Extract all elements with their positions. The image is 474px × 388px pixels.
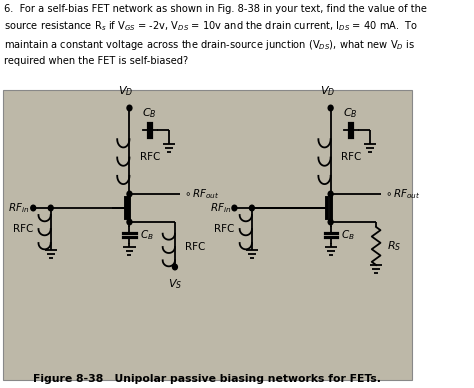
Text: $RF_{in}$: $RF_{in}$ bbox=[210, 201, 231, 215]
Circle shape bbox=[48, 205, 53, 211]
Circle shape bbox=[328, 191, 333, 197]
Text: $V_D$: $V_D$ bbox=[118, 84, 134, 98]
Text: RFC: RFC bbox=[341, 152, 362, 163]
Circle shape bbox=[31, 205, 36, 211]
Text: RFC: RFC bbox=[140, 152, 160, 163]
Text: RFC: RFC bbox=[214, 224, 235, 234]
Text: $RF_{in}$: $RF_{in}$ bbox=[9, 201, 30, 215]
Text: $V_D$: $V_D$ bbox=[319, 84, 335, 98]
Text: Figure 8-38   Unipolar passive biasing networks for FETs.: Figure 8-38 Unipolar passive biasing net… bbox=[33, 374, 381, 384]
Text: $C_B$: $C_B$ bbox=[344, 106, 358, 120]
Circle shape bbox=[328, 105, 333, 111]
Circle shape bbox=[328, 219, 333, 225]
Text: RFC: RFC bbox=[185, 242, 206, 252]
Text: $\circ\,RF_{out}$: $\circ\,RF_{out}$ bbox=[385, 187, 420, 201]
Circle shape bbox=[232, 205, 237, 211]
Text: $C_B$: $C_B$ bbox=[140, 228, 154, 242]
Circle shape bbox=[249, 205, 255, 211]
Text: $C_B$: $C_B$ bbox=[142, 106, 157, 120]
Circle shape bbox=[127, 191, 132, 197]
Text: $V_S$: $V_S$ bbox=[168, 277, 182, 291]
Text: $\circ\,RF_{out}$: $\circ\,RF_{out}$ bbox=[184, 187, 219, 201]
Circle shape bbox=[127, 219, 132, 225]
Text: 6.  For a self-bias FET network as shown in Fig. 8-38 in your text, find the val: 6. For a self-bias FET network as shown … bbox=[4, 4, 427, 66]
Text: $R_S$: $R_S$ bbox=[387, 239, 401, 253]
Circle shape bbox=[127, 105, 132, 111]
Circle shape bbox=[173, 264, 177, 270]
Text: RFC: RFC bbox=[13, 224, 33, 234]
FancyBboxPatch shape bbox=[3, 90, 412, 380]
Text: $C_B$: $C_B$ bbox=[341, 228, 355, 242]
